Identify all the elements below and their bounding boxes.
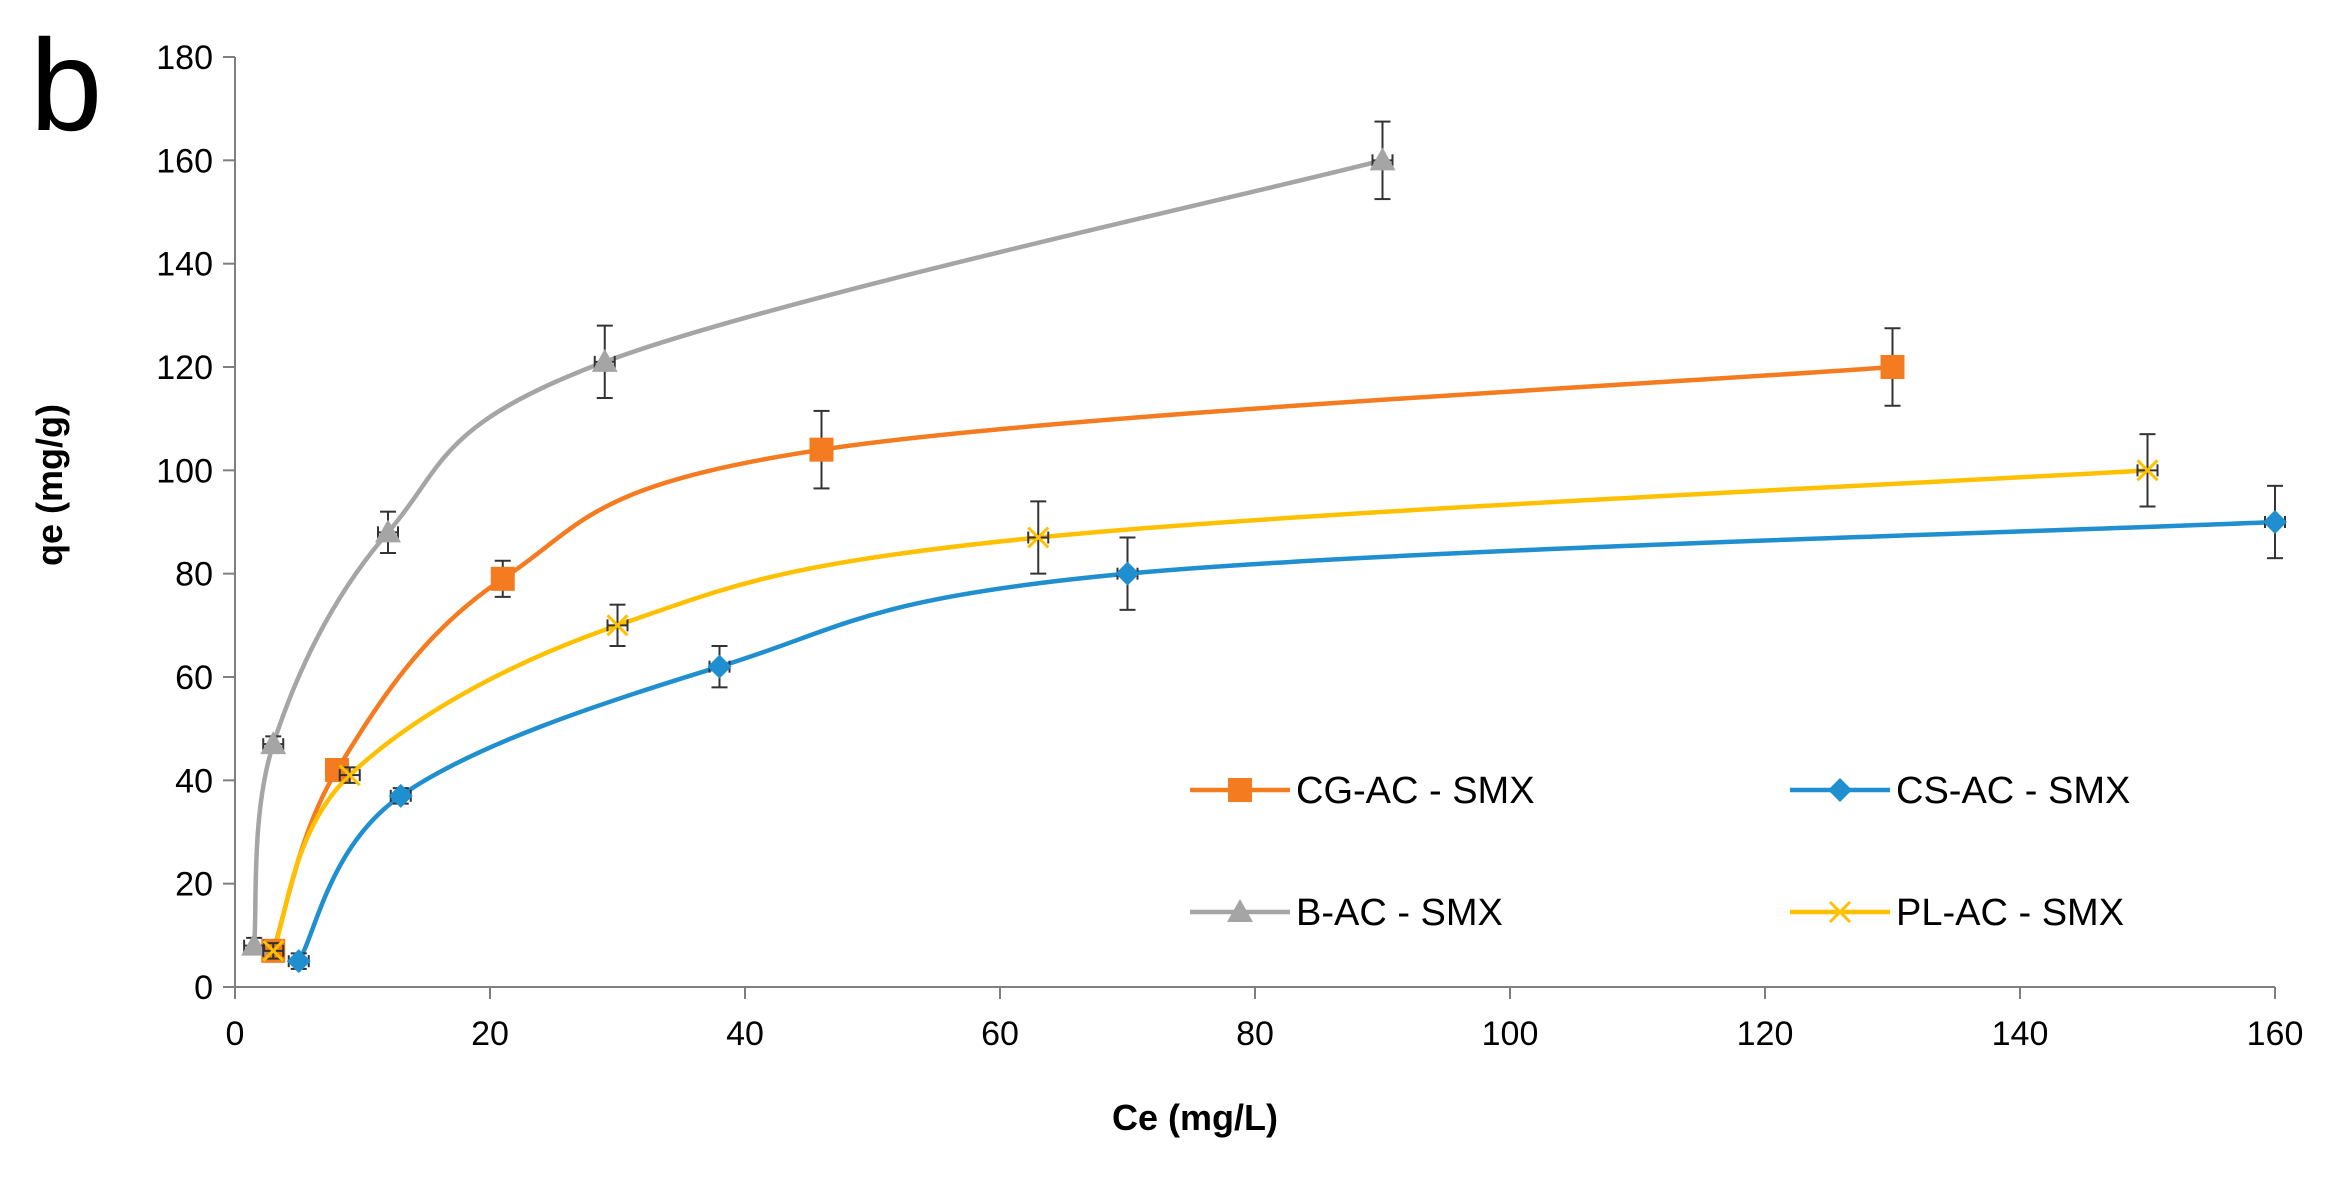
data-point [388,783,413,808]
y-tick-label: 160 [156,142,213,180]
data-point [490,566,515,591]
marker-stroke [262,939,285,962]
series-2 [251,158,1384,946]
legend-item-0: CG-AC - SMX [1190,770,1535,812]
legend: CG-AC - SMX CS-AC - SMX B-AC - SMX PL-AC - … [1190,770,2130,934]
x-tick-label: 140 [1992,1015,2049,1053]
y-tick-label: 140 [156,246,213,284]
data-point [606,614,629,637]
marker-stroke [606,614,629,637]
legend-label: CG-AC - SMX [1296,770,1535,812]
data-point [375,519,401,543]
series-points-1 [286,484,2287,974]
y-tick-label: 0 [194,969,213,1007]
legend-label: PL-AC - SMX [1896,892,2124,934]
y-axis-title: qe (mg/g) [29,404,70,566]
x-tick-label: 20 [471,1015,509,1053]
y-tick-label: 100 [156,452,213,490]
y-tick-label: 180 [156,39,213,77]
data-point [338,764,361,787]
series-0 [271,364,1893,952]
legend-item-2: B-AC - SMX [1190,892,1503,934]
data-point [2263,510,2287,534]
series-line [271,364,1893,952]
y-tick-label: 40 [175,762,213,800]
data-point [286,949,311,974]
y-tick-label: 80 [175,556,213,594]
data-point [260,731,287,755]
y-tick-label: 120 [156,349,213,387]
x-tick-label: 100 [1482,1015,1539,1053]
series-points-3 [262,433,2159,962]
data-point [1880,355,1905,379]
x-tick-label: 0 [226,1015,245,1053]
data-point [241,932,268,956]
data-point [1027,526,1050,549]
x-tick-label: 40 [726,1015,764,1053]
panel-label: b [30,12,102,158]
x-tick-label: 160 [2247,1015,2304,1053]
legend-marker [1228,778,1252,802]
series-layer [241,120,2287,974]
legend-label: CS-AC - SMX [1896,770,2130,812]
y-tick-label: 60 [175,659,213,697]
series-line [251,158,1384,946]
axes: 0 20 40 60 80 100 120 140 160 180 0 20 40 60 80 100 120 1… [156,39,2303,1053]
x-tick-label: 120 [1737,1015,1794,1053]
legend-item-3: PL-AC - SMX [1790,892,2124,934]
legend-item-1: CS-AC - SMX [1790,770,2130,812]
marker-stroke [1027,526,1050,549]
marker-stroke [338,764,361,787]
data-point [262,939,285,962]
series-points-2 [241,120,1396,956]
legend-marker [1828,778,1852,802]
x-axis-title: Ce (mg/L) [1112,1097,1278,1138]
data-point [1115,561,1140,586]
legend-label: B-AC - SMX [1296,892,1503,934]
data-point [2136,459,2159,482]
data-point [1369,147,1396,171]
data-point [707,654,732,679]
data-point [591,348,618,372]
x-tick-label: 80 [1236,1015,1274,1053]
marker-stroke [2136,459,2159,482]
legend-marker [1227,899,1253,922]
x-tick-label: 60 [981,1015,1019,1053]
legend-marker [1828,900,1852,924]
y-tick-label: 20 [175,866,213,904]
data-point [809,437,834,462]
marker-stroke [1828,900,1852,924]
